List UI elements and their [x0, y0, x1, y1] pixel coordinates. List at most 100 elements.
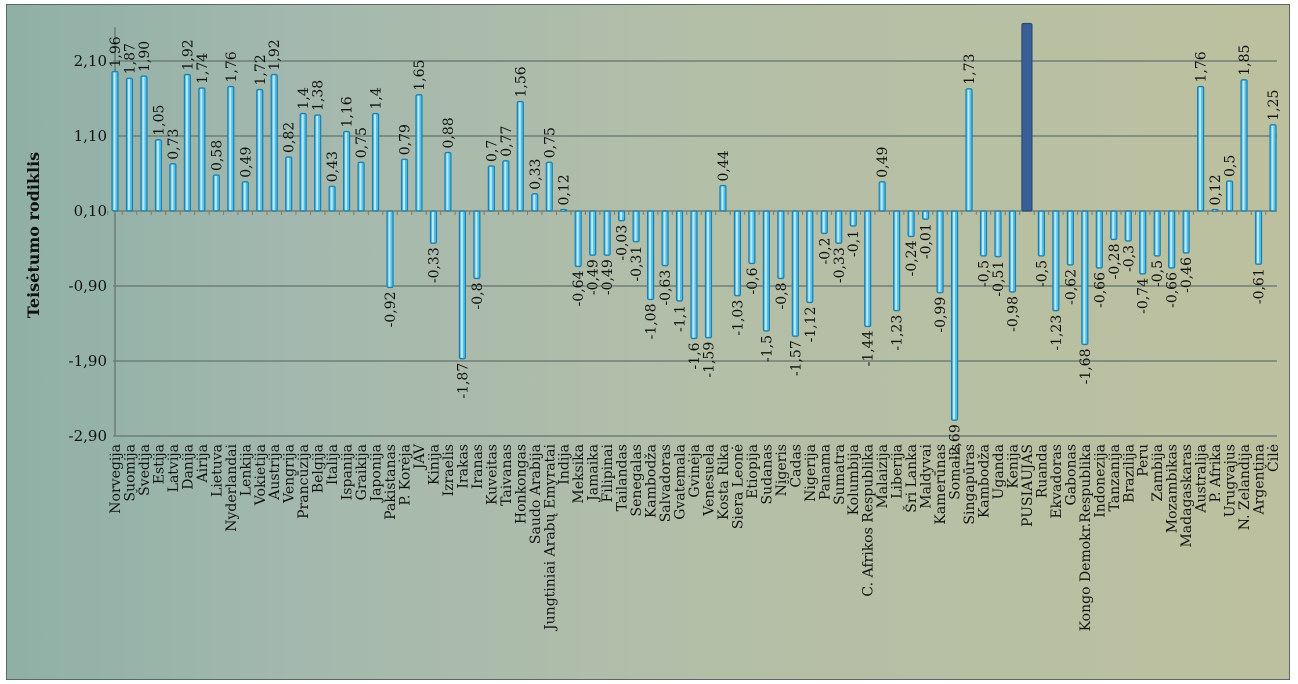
bar-gloss — [258, 90, 261, 210]
y-axis-ticks: 2,10 1,10 0,10 -0,90 -1,90 -2,90 — [69, 52, 107, 445]
y-tick-label: -0,90 — [69, 277, 107, 295]
bar-gloss — [504, 161, 507, 210]
category-label: Latvija — [166, 444, 182, 492]
value-label: -0,5 — [1150, 260, 1166, 287]
bar-gloss — [1083, 212, 1086, 344]
bar-gloss — [388, 212, 391, 287]
bar-chart: 2,10 1,10 0,10 -0,90 -1,90 -2,90 1,961,871,90… — [24, 22, 1282, 632]
bar-gloss — [880, 182, 883, 210]
value-label: 1,85 — [1237, 45, 1253, 76]
bar-gloss — [1184, 212, 1187, 252]
value-label: 1,4 — [296, 87, 312, 109]
category-label: Gabonas — [1063, 444, 1079, 505]
value-label: 1,87 — [122, 43, 138, 74]
value-label: 0,7 — [484, 140, 500, 162]
value-label: -0,03 — [615, 225, 631, 261]
value-label: -0,62 — [1063, 269, 1079, 305]
value-label: -0,64 — [571, 270, 587, 306]
bar-gloss — [721, 186, 724, 210]
value-label: -0,51 — [991, 261, 1007, 297]
value-label: 1,05 — [151, 105, 167, 136]
category-label: Danija — [180, 444, 196, 490]
value-label: 1,92 — [267, 39, 283, 70]
value-label: -0,01 — [919, 223, 935, 259]
category-label: Sumatra — [832, 444, 848, 505]
bar-gloss — [764, 212, 767, 330]
value-label: -0,66 — [1165, 272, 1181, 308]
value-label: 0,49 — [238, 147, 254, 178]
bar-gloss — [591, 212, 594, 255]
category-label: Italija — [325, 444, 341, 485]
bars — [111, 22, 1277, 421]
category-label: Mozambikas — [1165, 444, 1181, 533]
value-label: 1,76 — [1194, 51, 1210, 82]
bar-gloss — [1228, 182, 1231, 210]
category-label: Gvatemala — [673, 444, 689, 520]
value-label: -0,98 — [1005, 296, 1021, 332]
value-label: 1,65 — [412, 60, 428, 91]
category-label: Australija — [1194, 444, 1210, 514]
category-label: Kuveitas — [484, 444, 500, 505]
bar-gloss — [200, 89, 203, 210]
category-label: Singapūras — [962, 444, 978, 525]
category-label: Somalis — [948, 444, 964, 500]
value-label: -0,63 — [658, 270, 674, 306]
category-label: Kolumbija — [846, 444, 862, 515]
y-tick-label: 1,10 — [74, 127, 107, 145]
category-label: Austrija — [267, 444, 283, 501]
category-label: Honkongas — [513, 444, 529, 524]
category-label: Indija — [557, 444, 573, 485]
value-label: 1,73 — [962, 54, 978, 85]
bar-gloss — [229, 87, 232, 210]
value-label: 0,82 — [282, 122, 298, 153]
category-label: Gvinėja — [687, 444, 703, 498]
value-label: -0,8 — [470, 283, 486, 310]
category-label: Zambija — [1150, 444, 1166, 501]
value-label: -1,12 — [803, 307, 819, 343]
value-label: -1,08 — [644, 304, 660, 340]
category-label: Jungtiniai Arabų Emyratai — [542, 443, 558, 631]
category-label: Salvadoras — [658, 444, 674, 522]
category-label: P. Korėja — [398, 444, 414, 506]
category-label: Nigerija — [803, 444, 819, 502]
value-label: -0,8 — [774, 283, 790, 310]
value-label: 0,75 — [542, 127, 558, 158]
bar-gloss — [214, 176, 217, 210]
category-label: Suomija — [122, 444, 138, 501]
value-label: 0,5 — [1223, 155, 1239, 177]
bar-gloss — [822, 212, 825, 233]
bar-gloss — [113, 72, 116, 210]
bar-gloss — [996, 212, 999, 256]
category-label: Tanzanija — [1107, 444, 1123, 512]
category-label: Izraelis — [441, 444, 457, 496]
y-tick-label: 0,10 — [74, 202, 107, 220]
bar-gloss — [967, 89, 970, 210]
value-label: -1,6 — [687, 342, 703, 369]
value-label: -0,2 — [817, 238, 833, 265]
value-label: 1,25 — [1266, 90, 1282, 121]
bar-gloss — [185, 75, 188, 210]
bar-gloss — [620, 212, 623, 220]
bar-gloss — [851, 212, 854, 225]
category-label: Uganda — [991, 444, 1007, 499]
bar-gloss — [1054, 212, 1057, 310]
value-label: -1,23 — [890, 315, 906, 351]
bar-gloss — [1170, 212, 1173, 267]
value-label: -1,68 — [1078, 349, 1094, 385]
bar-gloss — [909, 212, 912, 236]
y-tick-label: 2,10 — [74, 52, 107, 70]
value-label: -1,23 — [1049, 315, 1065, 351]
category-label: Vokietija — [253, 444, 269, 506]
y-tick-label: -1,90 — [69, 352, 107, 370]
bar-gloss — [460, 212, 463, 358]
category-label: Indonezija — [1092, 444, 1108, 518]
value-labels: 1,961,871,901,050,731,921,740,581,760,49… — [108, 36, 1282, 460]
category-label: Graikija — [354, 444, 370, 500]
category-label: Senegalas — [629, 444, 645, 517]
value-label: 1,38 — [311, 80, 327, 111]
bar-gloss — [475, 212, 478, 278]
value-label: -1,44 — [861, 330, 877, 366]
value-label: -1,87 — [455, 363, 471, 399]
category-label: Kosta Rika — [716, 444, 732, 520]
value-label: -0,5 — [1034, 260, 1050, 287]
